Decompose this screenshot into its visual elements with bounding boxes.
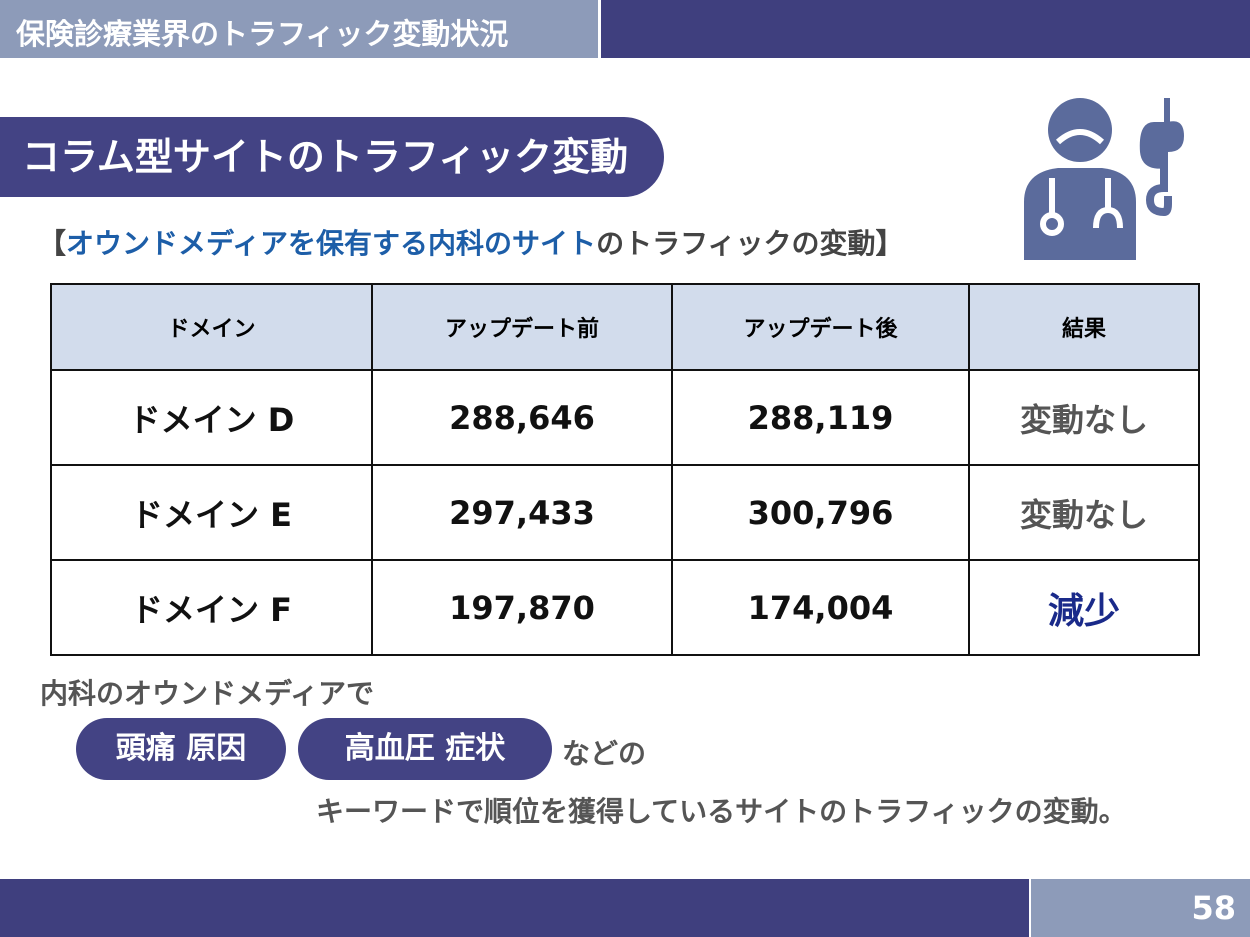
cell-before: 297,433 — [371, 464, 673, 561]
keyword-pill: 頭痛 原因 — [76, 718, 286, 780]
page-number: 58 — [1031, 879, 1250, 937]
col-before: アップデート前 — [371, 283, 673, 371]
cell-after: 174,004 — [671, 559, 970, 656]
subtitle-highlight: オウンドメディアを保有する内科のサイト — [66, 227, 597, 260]
table-header-row: ドメイン アップデート前 アップデート後 結果 — [50, 283, 1200, 371]
subtitle-rest: のトラフィックの変動】 — [596, 227, 904, 260]
bracket-open: 【 — [38, 227, 67, 260]
cell-domain: ドメイン E — [50, 464, 373, 561]
cell-result: 変動なし — [968, 369, 1200, 466]
keyword-pill: 高血圧 症状 — [298, 718, 552, 780]
note-tail: などの — [562, 737, 647, 770]
cell-domain: ドメイン D — [50, 369, 373, 466]
cell-before: 197,870 — [371, 559, 673, 656]
section-title: コラム型サイトのトラフィック変動 — [0, 117, 664, 197]
table-row: ドメイン F 197,870 174,004 減少 — [50, 559, 1200, 656]
col-after: アップデート後 — [671, 283, 970, 371]
footer-bar — [0, 879, 1029, 937]
header-bar — [601, 0, 1250, 58]
cell-domain: ドメイン F — [50, 559, 373, 656]
cell-result-decrease: 減少 — [968, 559, 1200, 656]
col-domain: ドメイン — [50, 283, 373, 371]
header-title: 保険診療業界のトラフィック変動状況 — [0, 0, 598, 58]
note-line1: 内科のオウンドメディアで — [40, 677, 375, 710]
note-line3: キーワードで順位を獲得しているサイトのトラフィックの変動。 — [316, 795, 1127, 828]
col-result: 結果 — [968, 283, 1200, 371]
table-row: ドメイン D 288,646 288,119 変動なし — [50, 369, 1200, 466]
cell-after: 288,119 — [671, 369, 970, 466]
table-row: ドメイン E 297,433 300,796 変動なし — [50, 464, 1200, 561]
traffic-table: ドメイン アップデート前 アップデート後 結果 ドメイン D 288,646 288… — [50, 283, 1200, 656]
cell-before: 288,646 — [371, 369, 673, 466]
subtitle: 【オウンドメディアを保有する内科のサイトのトラフィックの変動】 — [38, 222, 904, 262]
cell-after: 300,796 — [671, 464, 970, 561]
doctor-stomach-icon — [1024, 98, 1184, 260]
cell-result: 変動なし — [968, 464, 1200, 561]
